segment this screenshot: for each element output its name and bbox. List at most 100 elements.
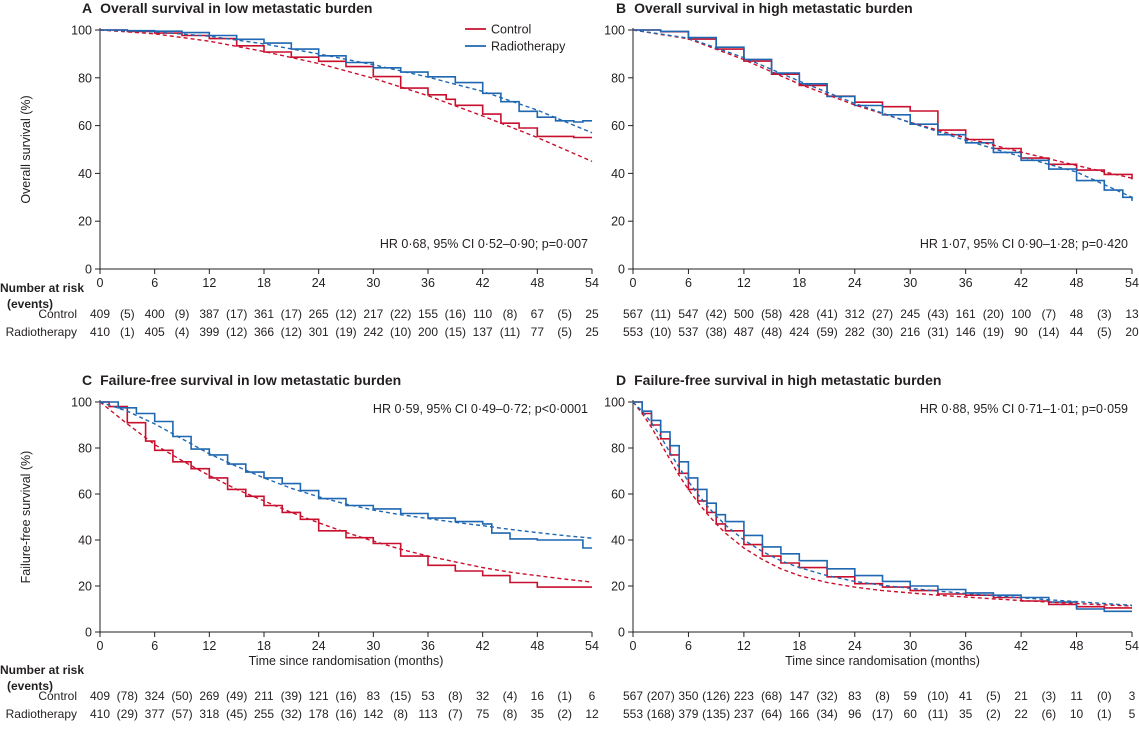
risk-at-risk-value: 110 bbox=[473, 307, 492, 321]
risk-events-value: (7) bbox=[448, 707, 463, 721]
risk-events-value: (207) bbox=[647, 689, 675, 703]
risk-events-value: (0) bbox=[1097, 689, 1112, 703]
risk-events-value: (16) bbox=[445, 307, 466, 321]
risk-at-risk-value: 400 bbox=[145, 307, 165, 321]
x-tick-label: 42 bbox=[476, 639, 490, 653]
risk-at-risk-value: 48 bbox=[1070, 307, 1084, 321]
risk-at-risk-value: 77 bbox=[531, 325, 545, 339]
risk-at-risk-value: 59 bbox=[904, 689, 918, 703]
control-km-line bbox=[100, 29, 592, 139]
y-tick-label: 20 bbox=[611, 580, 625, 594]
x-tick-label: 12 bbox=[737, 639, 751, 653]
risk-events-value: (8) bbox=[448, 689, 463, 703]
risk-at-risk-value: 301 bbox=[309, 325, 329, 339]
panel-title: A Overall survival in low metastatic burd… bbox=[82, 0, 372, 16]
risk-at-risk-value: 255 bbox=[254, 707, 274, 721]
risk-events-value: (38) bbox=[705, 325, 726, 339]
risk-at-risk-value: 41 bbox=[959, 689, 973, 703]
y-tick-label: 60 bbox=[611, 488, 625, 502]
x-tick-label: 18 bbox=[257, 639, 271, 653]
risk-events-value: (5) bbox=[557, 325, 572, 339]
risk-events-value: (78) bbox=[117, 689, 138, 703]
risk-events-value: (10) bbox=[927, 689, 948, 703]
control-fitted-line bbox=[99, 29, 593, 163]
y-tick-label: 80 bbox=[611, 71, 625, 85]
x-tick-label: 54 bbox=[585, 639, 599, 653]
x-tick-label: 54 bbox=[585, 276, 599, 290]
radiotherapy-km-line bbox=[100, 401, 592, 549]
risk-group-label: Radiotherapy bbox=[6, 325, 77, 339]
risk-at-risk-value: 553 bbox=[623, 707, 643, 721]
risk-at-risk-value: 12 bbox=[585, 707, 599, 721]
risk-at-risk-value: 32 bbox=[476, 689, 490, 703]
risk-at-risk-value: 399 bbox=[199, 325, 219, 339]
y-tick-label: 0 bbox=[85, 263, 92, 277]
risk-events-value: (11) bbox=[650, 307, 670, 321]
risk-at-risk-value: 155 bbox=[418, 307, 438, 321]
risk-events-value: (50) bbox=[171, 689, 192, 703]
x-axis-label: Time since randomisation (months) bbox=[249, 654, 444, 668]
y-tick-label: 0 bbox=[618, 263, 625, 277]
risk-events-value: (68) bbox=[761, 689, 782, 703]
y-tick-label: 40 bbox=[78, 534, 92, 548]
x-tick-label: 30 bbox=[366, 639, 380, 653]
y-tick-label: 40 bbox=[611, 534, 625, 548]
risk-header-title: Number at risk bbox=[0, 663, 84, 677]
y-axis-label: Failure-free survival (%) bbox=[19, 451, 33, 584]
risk-header-events: (events) bbox=[7, 297, 53, 311]
risk-at-risk-value: 500 bbox=[734, 307, 754, 321]
x-tick-label: 24 bbox=[848, 276, 862, 290]
risk-events-value: (45) bbox=[226, 707, 247, 721]
risk-events-value: (5) bbox=[1097, 325, 1112, 339]
legend-label: Radiotherapy bbox=[491, 40, 566, 54]
y-tick-label: 40 bbox=[611, 167, 625, 181]
x-tick-label: 42 bbox=[476, 276, 490, 290]
risk-at-risk-value: 5 bbox=[1129, 707, 1136, 721]
x-tick-label: 12 bbox=[202, 276, 216, 290]
risk-events-value: (10) bbox=[390, 325, 411, 339]
risk-at-risk-value: 318 bbox=[199, 707, 219, 721]
risk-events-value: (5) bbox=[120, 307, 135, 321]
y-tick-label: 80 bbox=[78, 71, 92, 85]
risk-events-value: (8) bbox=[503, 707, 518, 721]
risk-at-risk-value: 269 bbox=[199, 689, 219, 703]
risk-at-risk-value: 387 bbox=[199, 307, 219, 321]
risk-events-value: (4) bbox=[175, 325, 190, 339]
panel-title-text: Failure-free survival in low metastatic … bbox=[100, 372, 401, 388]
risk-events-value: (8) bbox=[393, 707, 408, 721]
panel-c: C Failure-free survival in low metastatic… bbox=[0, 372, 599, 721]
risk-events-value: (20) bbox=[983, 307, 1004, 321]
risk-at-risk-value: 113 bbox=[418, 707, 437, 721]
risk-events-value: (19) bbox=[335, 325, 356, 339]
risk-events-value: (15) bbox=[445, 325, 466, 339]
risk-at-risk-value: 25 bbox=[585, 325, 599, 339]
y-tick-label: 20 bbox=[611, 215, 625, 229]
risk-at-risk-value: 282 bbox=[845, 325, 865, 339]
risk-events-value: (8) bbox=[503, 307, 518, 321]
x-tick-label: 12 bbox=[737, 276, 751, 290]
radiotherapy-fitted-line bbox=[632, 401, 1133, 606]
risk-events-value: (57) bbox=[171, 707, 192, 721]
risk-at-risk-value: 409 bbox=[90, 307, 110, 321]
legend-label: Control bbox=[491, 23, 531, 37]
risk-events-value: (19) bbox=[983, 325, 1004, 339]
risk-group-label: Control bbox=[38, 689, 77, 703]
risk-at-risk-value: 216 bbox=[900, 325, 920, 339]
risk-events-value: (9) bbox=[175, 307, 190, 321]
risk-at-risk-value: 200 bbox=[418, 325, 438, 339]
y-tick-label: 100 bbox=[604, 396, 625, 410]
y-tick-label: 0 bbox=[618, 626, 625, 640]
control-fitted-line bbox=[632, 29, 1133, 179]
risk-at-risk-value: 121 bbox=[309, 689, 329, 703]
x-tick-label: 6 bbox=[685, 639, 692, 653]
risk-events-value: (43) bbox=[927, 307, 948, 321]
y-tick-label: 20 bbox=[78, 580, 92, 594]
risk-events-value: (16) bbox=[335, 689, 356, 703]
x-tick-label: 12 bbox=[202, 639, 216, 653]
risk-events-value: (27) bbox=[872, 307, 893, 321]
risk-events-value: (42) bbox=[705, 307, 726, 321]
panel-title-text: Overall survival in high metastatic burd… bbox=[634, 0, 913, 16]
x-tick-label: 36 bbox=[959, 276, 973, 290]
risk-at-risk-value: 242 bbox=[363, 325, 383, 339]
